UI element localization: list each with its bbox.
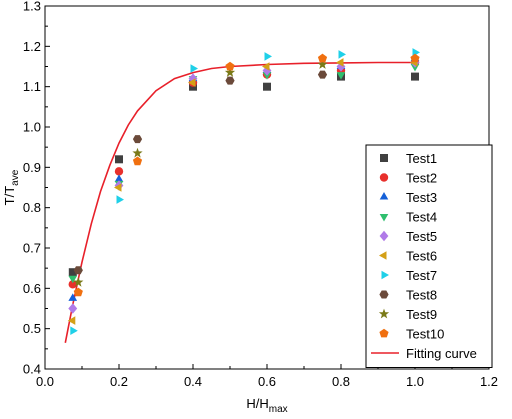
data-point-test3 <box>114 174 124 182</box>
legend-label: Fitting curve <box>406 346 477 361</box>
data-point-test5 <box>336 61 346 72</box>
data-point-test1 <box>115 155 123 164</box>
data-point-test2 <box>68 280 77 289</box>
data-point-test7 <box>116 195 124 204</box>
data-point-test10 <box>225 61 235 71</box>
data-point-test7 <box>264 52 272 61</box>
points-layer <box>67 48 420 335</box>
y-tick-label: 1.2 <box>23 39 41 54</box>
data-point-test6 <box>188 78 196 87</box>
x-axis-title: H/Hmax <box>246 396 287 415</box>
data-point-test4 <box>262 72 272 80</box>
x-tick-label: 1.0 <box>406 374 424 389</box>
fitting-curve-line <box>64 61 415 343</box>
x-tick-label: 0.6 <box>258 374 276 389</box>
x-tick-label: 1.2 <box>480 374 498 389</box>
data-point-test8 <box>73 266 83 275</box>
x-tick-label: 0.0 <box>36 374 54 389</box>
legend-label: Test3 <box>406 190 437 205</box>
data-point-test10 <box>73 287 83 297</box>
y-tick-label: 0.5 <box>23 321 41 336</box>
legend-label: Test5 <box>406 229 437 244</box>
legend-marker-test1 <box>380 154 388 162</box>
data-point-test9 <box>132 147 143 158</box>
data-point-test5 <box>262 65 272 76</box>
data-point-test9 <box>224 67 236 77</box>
legend-label: Test7 <box>406 268 437 283</box>
fit-layer <box>64 61 415 343</box>
x-tick-label: 0.4 <box>184 374 202 389</box>
data-point-test6 <box>67 316 76 325</box>
legend-marker-test9 <box>378 308 390 319</box>
y-tick-label: 0.7 <box>23 241 41 256</box>
legend-marker-test8 <box>379 290 389 299</box>
data-point-test10 <box>317 53 328 63</box>
data-point-test2 <box>114 167 124 176</box>
legend-label: Test8 <box>406 288 437 303</box>
y-tick-label: 1.0 <box>23 120 41 135</box>
data-point-test10 <box>410 53 420 63</box>
data-point-test5 <box>68 303 78 314</box>
legend: Test1 Test2 Test3 Test4 Test5 Test6 Test7 Test8… <box>365 144 493 368</box>
data-point-test9 <box>73 276 84 287</box>
legend-box <box>365 144 493 368</box>
data-point-test6 <box>114 183 122 192</box>
y-tick-label: 1.1 <box>23 79 41 94</box>
data-point-test6 <box>336 58 344 67</box>
legend-label: Test4 <box>406 210 437 225</box>
legend-marker-test5 <box>379 230 389 242</box>
data-point-test6 <box>262 62 270 71</box>
data-point-test8 <box>225 76 235 85</box>
legend-label: Test2 <box>406 171 437 186</box>
data-point-test4 <box>336 72 346 80</box>
x-tick-label: 0.8 <box>332 374 350 389</box>
data-point-test1 <box>411 72 419 81</box>
y-tick-label: 0.8 <box>23 200 41 215</box>
data-point-test8 <box>317 70 328 79</box>
x-tick-label: 0.2 <box>110 374 128 389</box>
legend-label: Test1 <box>406 151 437 166</box>
legend-label: Test6 <box>406 249 437 264</box>
data-point-test5 <box>188 73 198 84</box>
data-point-test1 <box>263 82 271 91</box>
legend-marker-test10 <box>379 328 389 338</box>
legend-marker-test6 <box>379 251 387 260</box>
data-point-test4 <box>68 275 78 284</box>
data-point-test7 <box>70 326 78 335</box>
y-tick-label: 0.6 <box>23 281 41 296</box>
legend-marker-test4 <box>379 214 389 222</box>
data-point-test9 <box>317 59 328 69</box>
legend-marker-test2 <box>379 173 389 182</box>
y-tick-label: 1.3 <box>23 0 41 14</box>
data-point-test8 <box>132 135 143 144</box>
legend-marker-test7 <box>381 270 389 280</box>
y-axis-title: T/Tave <box>2 169 21 205</box>
legend-label: Test10 <box>406 327 444 342</box>
data-point-test7 <box>190 64 198 73</box>
data-point-test3 <box>68 293 78 301</box>
y-tick-label: 0.4 <box>23 362 41 377</box>
y-tick-label: 0.9 <box>23 160 41 175</box>
data-point-test7 <box>338 50 346 59</box>
data-point-test10 <box>132 156 143 166</box>
legend-label: Test9 <box>406 307 437 322</box>
axes: 0.0 0.2 0.4 0.6 0.8 1.0 1.2 0.4 0.5 0.6 0.7 0.8 0.9 1… <box>23 0 498 389</box>
legend-marker-test3 <box>379 192 389 200</box>
